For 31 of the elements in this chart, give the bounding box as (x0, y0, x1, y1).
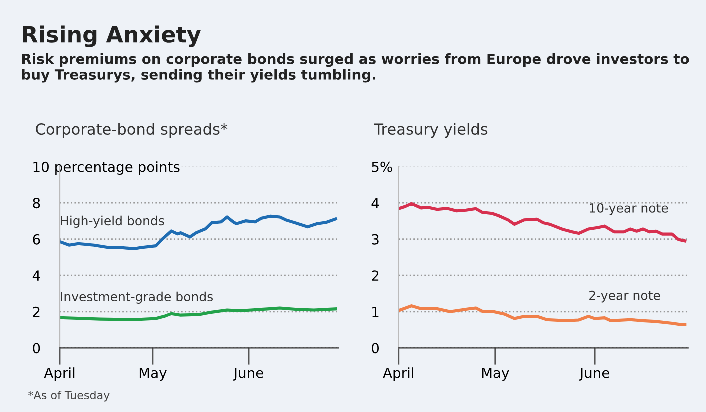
y-tick-label: 0 (33, 343, 40, 354)
series-label: High-yield bonds (61, 216, 164, 228)
x-tick-label: May (482, 368, 510, 382)
y-tick-label: 10 percentage points (34, 162, 180, 176)
x-tick-label: April (44, 368, 75, 382)
x-tick-label: June (579, 368, 610, 381)
x-axis-title: Treasury yields (374, 123, 488, 138)
series-label: 2-year note (590, 290, 660, 303)
y-tick-label: 8 (33, 198, 40, 209)
y-tick-label: 2 (372, 270, 379, 281)
chart-subtitle: Risk premiums on corporate bonds surged as worries from Europe drove investors to buy Treasurys, sending their yields tumbling. (22, 54, 690, 83)
y-tick-label: 5% (372, 162, 392, 172)
y-tick-label: 6 (33, 234, 40, 245)
chart-title: Rising Anxiety (23, 26, 201, 48)
line-series (60, 306, 338, 322)
y-tick-label: 2 (33, 306, 40, 318)
x-tick-label: April (383, 368, 414, 382)
y-tick-label: 3 (372, 234, 379, 245)
x-axis-title: Corporate-bond spreads* (36, 123, 228, 138)
line-series (398, 304, 687, 326)
y-tick-label: 1 (372, 307, 379, 318)
text: *As of Tuesday (28, 390, 110, 402)
x-tick-label: May (140, 368, 167, 382)
y-tick-label: 4 (372, 198, 380, 208)
x-tick-label: June (233, 368, 264, 381)
line-series (60, 214, 338, 251)
y-tick-label: 4 (32, 270, 40, 281)
y-tick-label: 0 (372, 343, 380, 354)
line-series (398, 202, 687, 243)
series-label: 10-year note (590, 203, 668, 216)
series-label: Investment-grade bonds (61, 292, 213, 304)
